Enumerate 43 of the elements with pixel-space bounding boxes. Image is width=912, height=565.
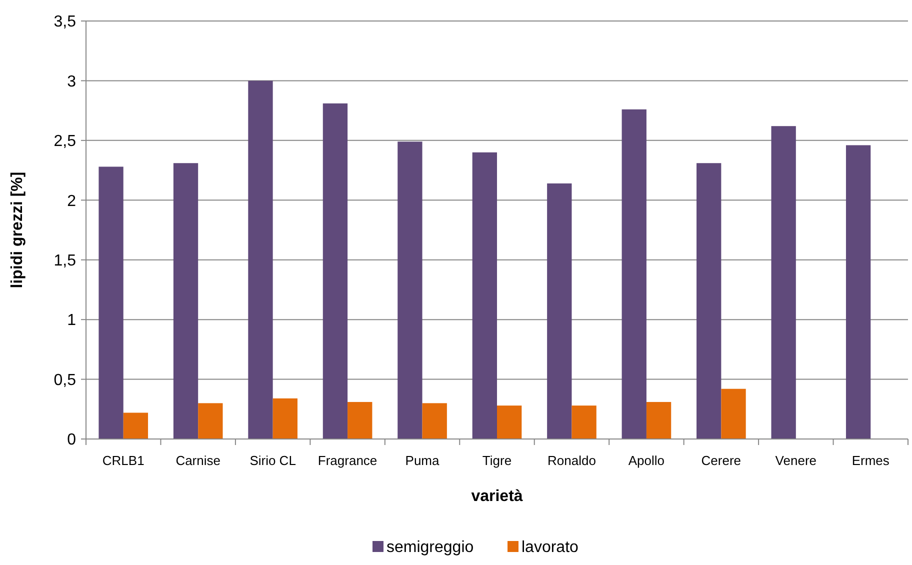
bar: [272, 398, 298, 439]
bar: [721, 388, 746, 439]
bar: [696, 163, 722, 439]
y-tick-label: 1,5: [54, 252, 76, 270]
bar: [572, 406, 596, 439]
bar: [771, 126, 796, 439]
y-tick-label: 3: [67, 73, 76, 90]
x-tick-label: Carnise: [176, 453, 220, 468]
x-axis-title: varietà: [471, 488, 523, 505]
y-tick-label: 2: [67, 192, 76, 210]
bar: [547, 183, 572, 439]
x-tick-label: Ronaldo: [548, 453, 596, 468]
bar: [497, 406, 522, 439]
x-tick-label: Cerere: [701, 453, 742, 468]
x-tick-label: Apollo: [628, 453, 665, 468]
x-tick-label: Fragrance: [318, 453, 378, 468]
x-tick-label: CRLB1: [102, 453, 144, 468]
bar: [472, 152, 497, 439]
bar: [322, 103, 348, 439]
y-tick-label: 3,5: [54, 14, 76, 31]
x-tick-label: Ermes: [852, 453, 890, 468]
bar: [198, 403, 223, 439]
y-tick-label: 1: [67, 312, 76, 330]
bar: [646, 402, 672, 439]
legend-label: lavorato: [522, 539, 579, 556]
bar: [173, 163, 198, 439]
y-tick-label: 0,5: [54, 372, 76, 389]
bar: [422, 403, 447, 439]
bar: [622, 109, 646, 439]
x-tick-label: Sirio CL: [250, 453, 296, 468]
x-tick-label: Puma: [405, 453, 440, 468]
bar: [846, 145, 871, 439]
bar: [248, 80, 273, 439]
x-tick-label: Venere: [775, 453, 817, 468]
bar: [348, 402, 372, 439]
bar: [98, 166, 124, 439]
y-axis-title: lipidi grezzi [%]: [9, 172, 26, 288]
x-tick-label: Tigre: [482, 453, 512, 468]
legend-label: semigreggio: [386, 539, 474, 556]
y-tick-label: 2,5: [54, 133, 76, 150]
bar: [398, 142, 422, 439]
bar: [123, 412, 148, 439]
y-tick-label: 0: [67, 432, 76, 449]
